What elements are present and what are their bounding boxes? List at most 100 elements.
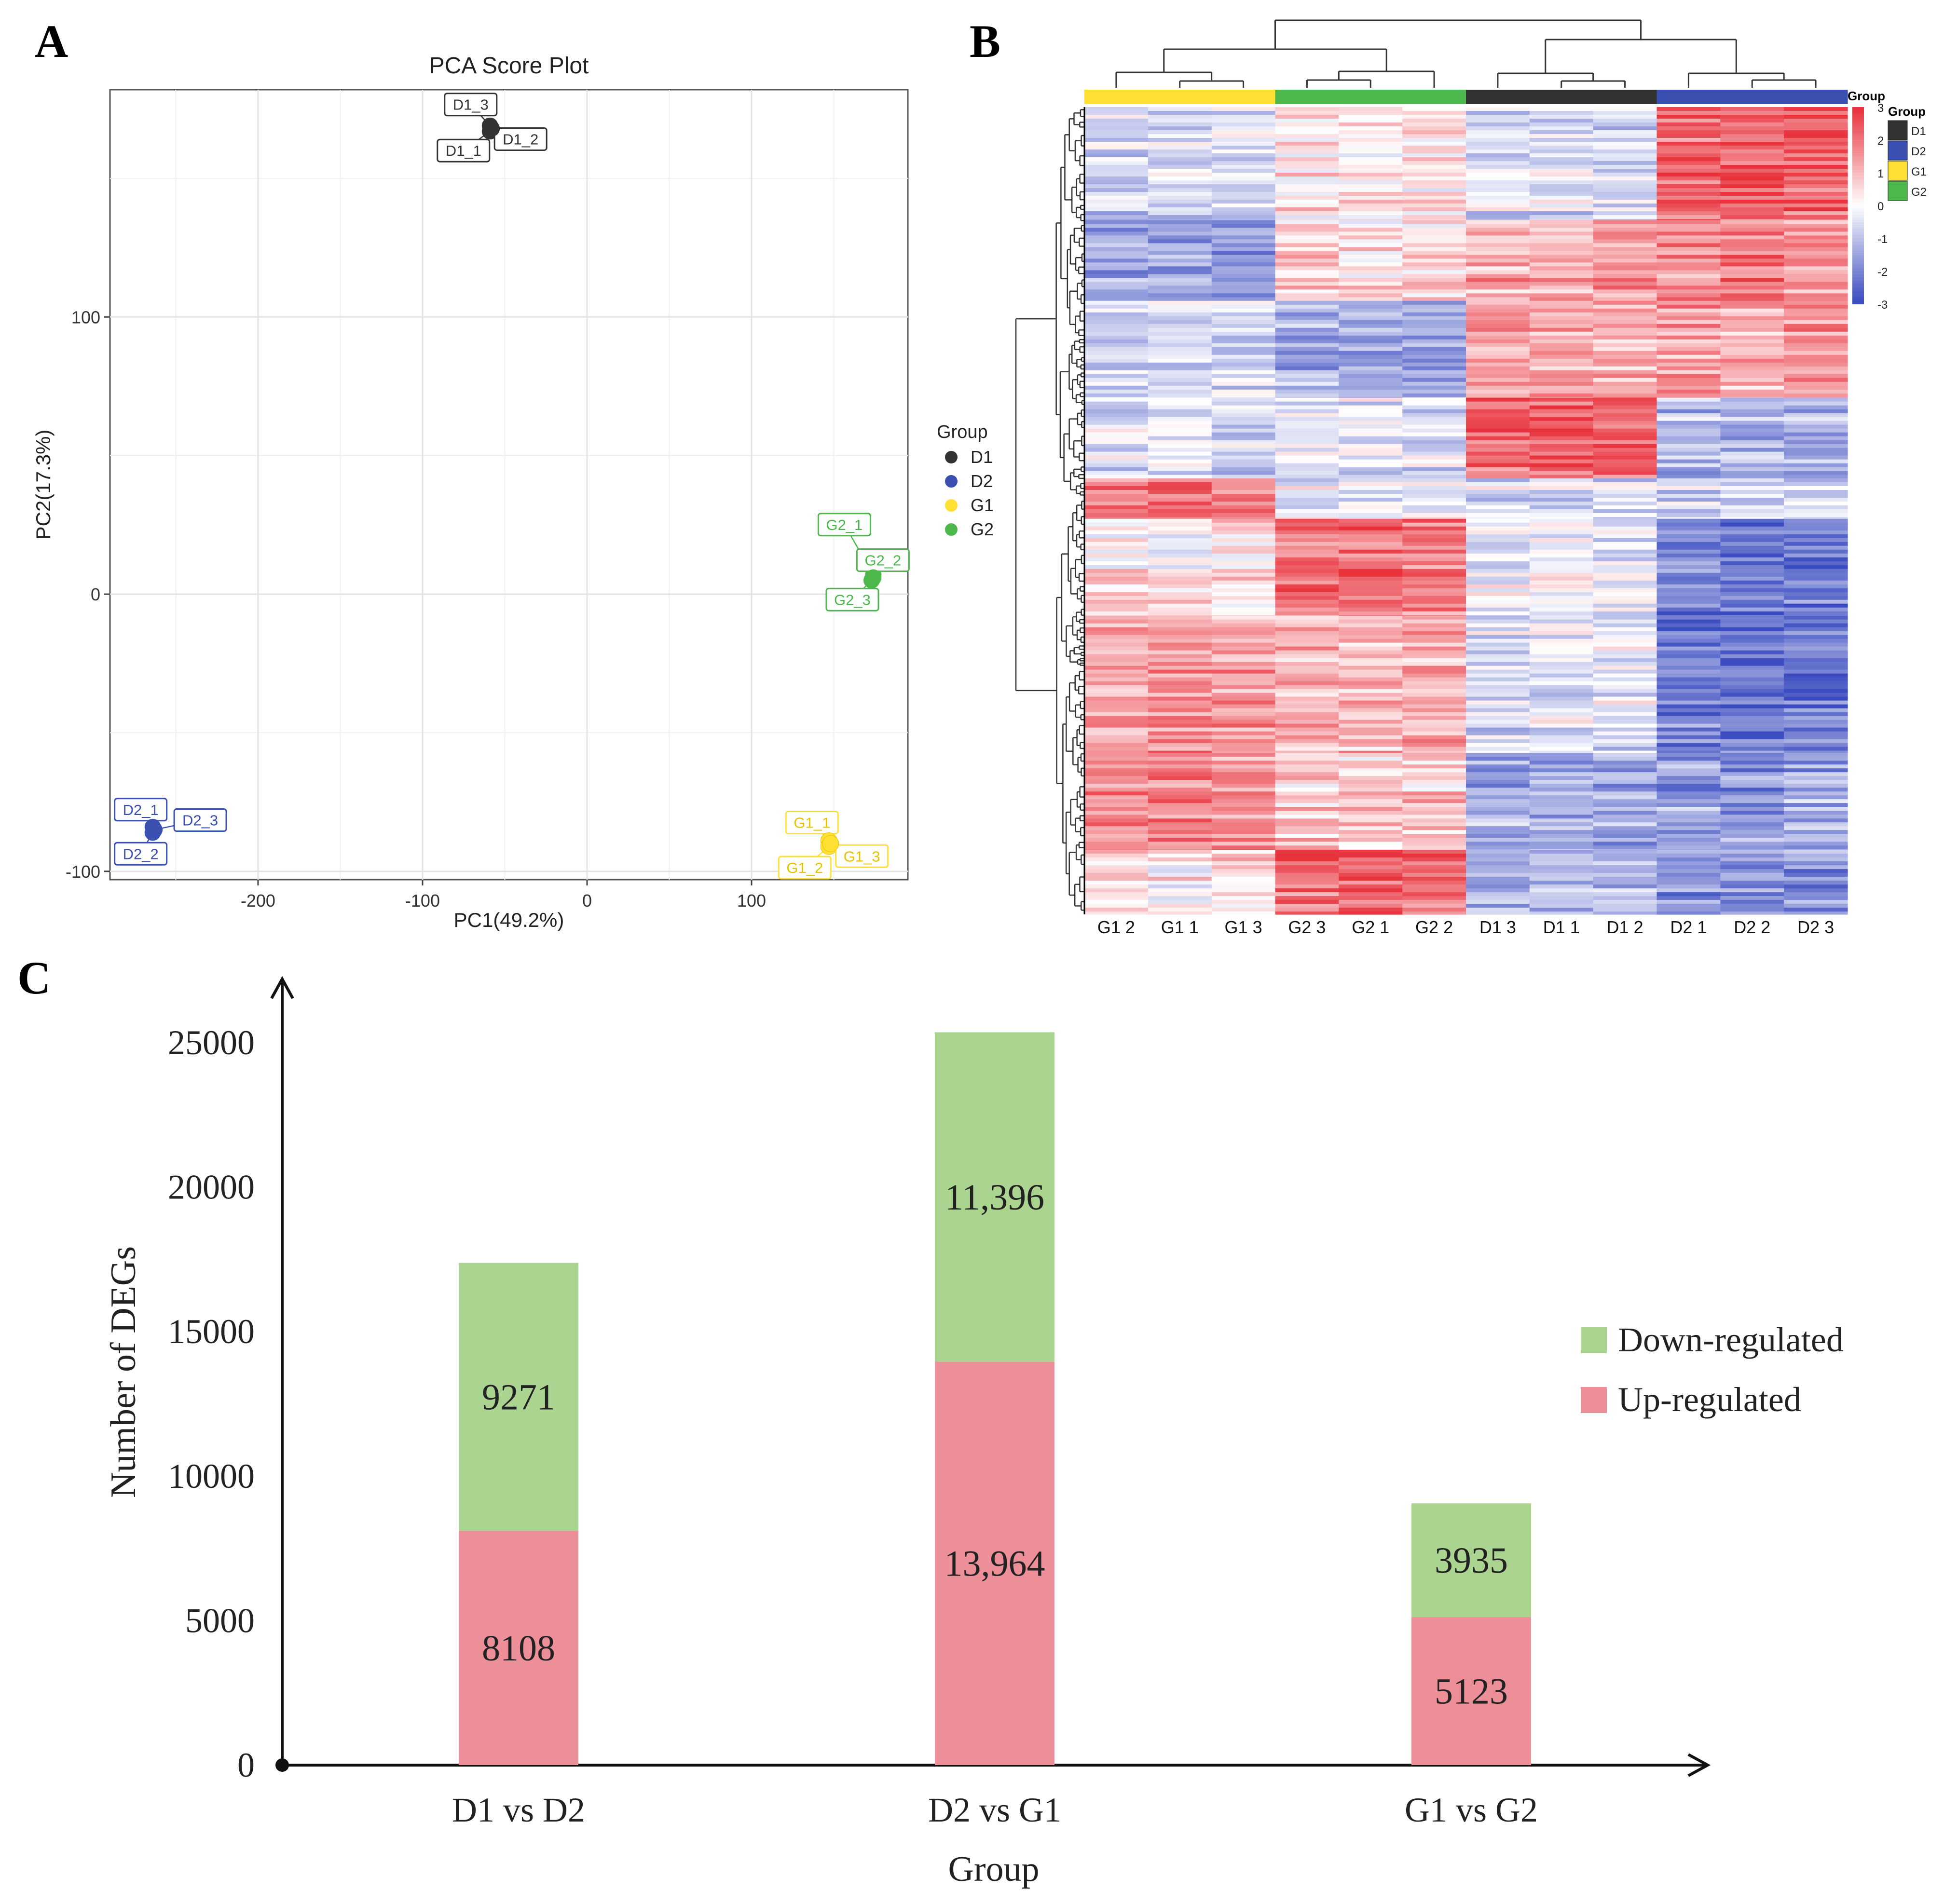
heatmap-cell (1275, 115, 1339, 119)
heatmap-cell (1529, 791, 1594, 796)
heatmap-cell (1339, 693, 1403, 697)
heatmap-cell (1784, 335, 1848, 340)
heatmap-cell (1402, 448, 1466, 452)
heatmap-cell (1275, 646, 1339, 651)
heatmap-scale-step (1852, 179, 1864, 183)
heatmap-cell (1339, 405, 1403, 410)
heatmap-cell (1275, 603, 1339, 608)
heatmap-cell (1720, 666, 1784, 670)
heatmap-cell (1275, 811, 1339, 815)
heatmap-cell (1211, 553, 1276, 558)
heatmap-cell (1657, 611, 1721, 616)
heatmap-cell (1402, 693, 1466, 697)
heatmap-cell (1593, 432, 1657, 437)
heatmap-cell (1402, 681, 1466, 686)
heatmap-cell (1148, 424, 1212, 429)
heatmap-cell (1402, 153, 1466, 158)
heatmap-cell (1275, 666, 1339, 670)
heatmap-cell (1339, 304, 1403, 309)
heatmap-cell (1529, 215, 1594, 219)
heatmap-cell (1148, 262, 1212, 267)
heatmap-cell (1275, 475, 1339, 479)
pca-point-label-box (114, 842, 168, 866)
heatmap-cell (1148, 743, 1212, 748)
heatmap-cell (1466, 750, 1530, 753)
heatmap-cell (1211, 635, 1276, 639)
heatmap-scale-step (1852, 208, 1864, 213)
heatmap-cell (1275, 849, 1339, 850)
heatmap-cell (1084, 331, 1149, 336)
heatmap-cell (1784, 467, 1848, 472)
heatmap-cell (1466, 219, 1530, 220)
heatmap-cell (1402, 584, 1466, 589)
heatmap-cell (1784, 513, 1848, 517)
heatmap-cell (1402, 385, 1466, 390)
heatmap-cell (1402, 347, 1466, 352)
heatmap-cell (1593, 685, 1657, 690)
heatmap-cell (1402, 615, 1466, 616)
heatmap-cell (1275, 351, 1339, 355)
heatmap-cell (1211, 685, 1276, 690)
heatmap-cell (1084, 761, 1149, 765)
heatmap-cell (1657, 293, 1721, 298)
pca-points: D1_3D1_1D1_2D2_1D2_2D2_3 G1_1G1_2G1_3G2_1… (114, 93, 910, 880)
heatmap-scale-tick: 1 (1877, 167, 1884, 180)
heatmap-cell (1084, 677, 1149, 682)
heatmap-cell (1275, 561, 1339, 566)
heatmap-cell (1529, 165, 1594, 169)
bar-y-tick-label: 10000 (168, 1457, 255, 1496)
heatmap-cell (1402, 731, 1466, 736)
heatmap-cell (1657, 224, 1721, 228)
heatmap-cell (1211, 196, 1276, 200)
heatmap-cell (1211, 339, 1276, 344)
heatmap-cell (1720, 401, 1784, 406)
heatmap-cell (1148, 822, 1212, 827)
heatmap-cell (1784, 799, 1848, 803)
heatmap-cell (1529, 822, 1594, 827)
heatmap-cell (1657, 397, 1721, 398)
heatmap-cell (1720, 584, 1784, 589)
heatmap-cell (1593, 401, 1657, 406)
heatmap-cell (1148, 192, 1212, 196)
heatmap-cell (1275, 335, 1339, 340)
heatmap-cell (1402, 138, 1466, 142)
heatmap-cell (1402, 815, 1466, 819)
heatmap-cell (1529, 731, 1594, 736)
heatmap-cell (1466, 669, 1530, 674)
heatmap-cell (1339, 300, 1403, 305)
heatmap-cell (1339, 401, 1403, 406)
heatmap-cell (1593, 599, 1657, 604)
heatmap-cell (1402, 150, 1466, 154)
heatmap-cell (1529, 654, 1594, 659)
heatmap-cell (1275, 366, 1339, 371)
heatmap-cell (1466, 215, 1530, 219)
heatmap-cell (1784, 592, 1848, 597)
heatmap-cell (1275, 270, 1339, 274)
heatmap-cell (1529, 834, 1594, 838)
heatmap-cell (1784, 440, 1848, 445)
heatmap-cell (1148, 347, 1212, 352)
heatmap-cell (1593, 911, 1657, 915)
heatmap-cell (1720, 444, 1784, 449)
heatmap-cell (1657, 518, 1721, 523)
heatmap-cell (1402, 354, 1466, 359)
heatmap-cell (1275, 448, 1339, 452)
heatmap-cell (1720, 603, 1784, 608)
heatmap-cell (1466, 188, 1530, 192)
heatmap-cell (1529, 735, 1594, 740)
heatmap-cell (1339, 370, 1403, 375)
heatmap-cell (1657, 421, 1721, 425)
heatmap-cell (1657, 243, 1721, 247)
heatmap-cell (1466, 842, 1530, 846)
heatmap-cell (1084, 772, 1149, 776)
heatmap-cell (1275, 327, 1339, 332)
heatmap-cell (1720, 522, 1784, 527)
pca-point-label: G2_1 (826, 517, 862, 533)
heatmap-cell (1593, 772, 1657, 776)
heatmap-cell (1529, 681, 1594, 686)
heatmap-cell (1339, 266, 1403, 271)
heatmap-cell (1529, 188, 1594, 192)
heatmap-cell (1148, 892, 1212, 897)
heatmap-cell (1720, 615, 1784, 616)
